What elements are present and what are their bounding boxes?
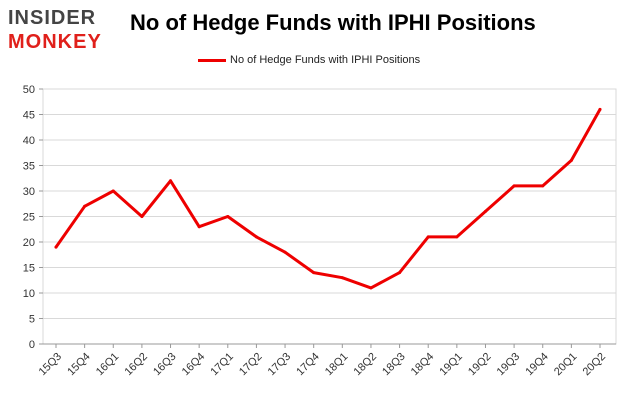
data-point <box>254 235 258 239</box>
y-tick-label: 5 <box>29 314 35 326</box>
x-tick-label: 18Q4 <box>409 351 437 379</box>
insider-monkey-logo: INSIDER MONKEY <box>8 7 102 52</box>
y-tick-label: 45 <box>23 110 35 122</box>
x-tick-label: 17Q1 <box>208 351 236 379</box>
data-point <box>83 204 87 208</box>
x-tick-label: 20Q1 <box>552 351 580 379</box>
x-tick-label: 20Q2 <box>581 351 609 379</box>
data-point <box>226 215 230 218</box>
data-point <box>169 179 173 183</box>
data-point <box>455 235 459 239</box>
x-tick-label: 18Q3 <box>380 351 408 379</box>
y-tick-label: 40 <box>23 135 35 147</box>
data-point <box>312 271 316 275</box>
data-point <box>426 235 430 239</box>
x-tick-label: 16Q1 <box>94 351 122 379</box>
x-tick-label: 15Q3 <box>37 351 65 379</box>
y-tick-label: 30 <box>23 186 35 198</box>
y-tick-label: 35 <box>23 161 35 173</box>
data-point <box>369 286 373 290</box>
x-tick-label: 18Q2 <box>352 351 380 379</box>
y-tick-label: 25 <box>23 212 35 224</box>
chart-title: No of Hedge Funds with IPHI Positions <box>130 10 536 35</box>
x-tick-label: 17Q2 <box>237 351 265 379</box>
x-tick-label: 15Q4 <box>65 351 93 379</box>
data-point <box>340 276 344 280</box>
data-point <box>111 189 115 193</box>
x-tick-label: 16Q4 <box>180 351 208 379</box>
data-point <box>398 271 402 275</box>
x-tick-label: 17Q3 <box>266 351 294 379</box>
legend-label: No of Hedge Funds with IPHI Positions <box>230 54 421 66</box>
data-point <box>541 184 545 188</box>
logo-text-insider: INSIDER <box>8 7 96 29</box>
data-point <box>140 215 144 218</box>
x-tick-label: 19Q1 <box>437 351 465 379</box>
x-tick-label: 16Q2 <box>122 351 150 379</box>
x-tick-label: 19Q2 <box>466 351 494 379</box>
y-tick-label: 15 <box>23 263 35 275</box>
data-point <box>569 158 573 162</box>
legend-swatch <box>198 58 226 62</box>
x-tick-label: 19Q3 <box>495 351 523 379</box>
x-tick-label: 19Q4 <box>523 351 551 379</box>
x-tick-label: 17Q4 <box>294 351 322 379</box>
y-tick-label: 0 <box>29 339 35 351</box>
x-tick-label: 16Q3 <box>151 351 179 379</box>
series-line <box>54 107 602 290</box>
y-tick-label: 20 <box>23 237 35 249</box>
x-tick-label: 18Q1 <box>323 351 351 379</box>
data-point <box>512 184 516 188</box>
data-point <box>283 250 287 254</box>
logo-text-monkey: MONKEY <box>8 31 102 52</box>
data-point <box>483 209 487 213</box>
chart-legend: No of Hedge Funds with IPHI Positions <box>198 54 420 66</box>
data-point <box>197 225 201 229</box>
data-point <box>598 107 602 111</box>
y-tick-label: 50 <box>23 84 35 96</box>
y-tick-label: 10 <box>23 288 35 300</box>
data-point <box>54 245 58 249</box>
